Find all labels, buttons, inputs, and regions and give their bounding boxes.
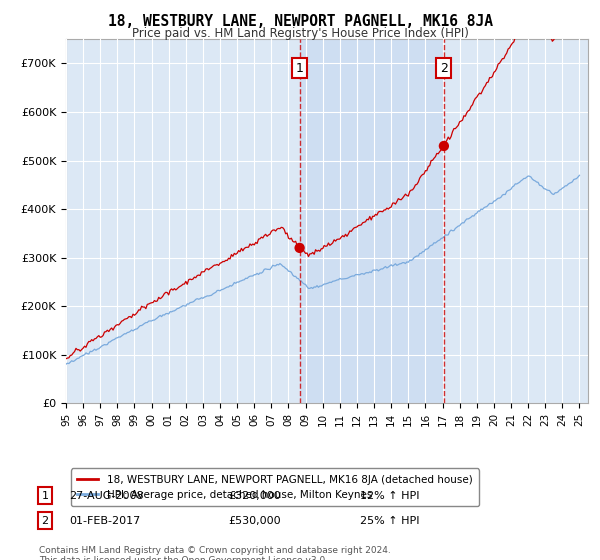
Text: 1: 1 bbox=[296, 62, 304, 75]
Text: 27-AUG-2008: 27-AUG-2008 bbox=[69, 491, 143, 501]
Text: 12% ↑ HPI: 12% ↑ HPI bbox=[360, 491, 419, 501]
Point bbox=[295, 244, 304, 253]
Text: 25% ↑ HPI: 25% ↑ HPI bbox=[360, 516, 419, 526]
Text: 2: 2 bbox=[440, 62, 448, 75]
Text: £530,000: £530,000 bbox=[228, 516, 281, 526]
Text: 18, WESTBURY LANE, NEWPORT PAGNELL, MK16 8JA: 18, WESTBURY LANE, NEWPORT PAGNELL, MK16… bbox=[107, 14, 493, 29]
Text: 2: 2 bbox=[41, 516, 49, 526]
Text: 1: 1 bbox=[41, 491, 49, 501]
Text: 01-FEB-2017: 01-FEB-2017 bbox=[69, 516, 140, 526]
Bar bbox=[299, 39, 444, 403]
Text: Price paid vs. HM Land Registry's House Price Index (HPI): Price paid vs. HM Land Registry's House … bbox=[131, 27, 469, 40]
Point bbox=[439, 142, 449, 151]
Text: £320,000: £320,000 bbox=[228, 491, 281, 501]
Text: Contains HM Land Registry data © Crown copyright and database right 2024.
This d: Contains HM Land Registry data © Crown c… bbox=[39, 546, 391, 560]
Legend: 18, WESTBURY LANE, NEWPORT PAGNELL, MK16 8JA (detached house), HPI: Average pric: 18, WESTBURY LANE, NEWPORT PAGNELL, MK16… bbox=[71, 469, 479, 506]
